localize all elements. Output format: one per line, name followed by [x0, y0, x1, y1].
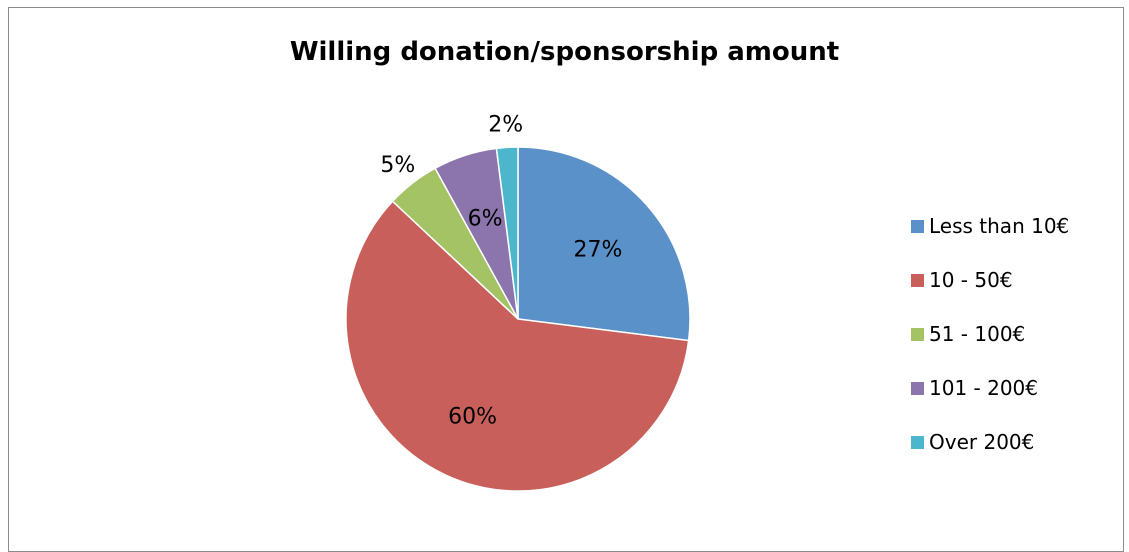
- legend-label: 51 - 100€: [929, 322, 1026, 346]
- legend-item-101-200: 101 - 200€: [911, 361, 1069, 415]
- legend-swatch: [911, 435, 924, 449]
- legend-swatch: [911, 219, 924, 233]
- data-label: 27%: [574, 237, 623, 262]
- chart-title: Willing donation/sponsorship amount: [289, 37, 840, 67]
- data-label: 60%: [448, 404, 497, 429]
- legend-label: 101 - 200€: [929, 376, 1039, 400]
- data-label: 2%: [488, 112, 523, 137]
- pie-slice-over-200-: [495, 146, 519, 320]
- legend-label: Less than 10€: [929, 214, 1070, 238]
- legend-swatch: [911, 381, 924, 395]
- legend-item-51-100: 51 - 100€: [911, 307, 1069, 361]
- legend-swatch: [911, 273, 924, 287]
- pie-slice-less-than-10-: [517, 146, 691, 342]
- pie-slice-10-50-: [345, 200, 690, 492]
- legend-swatch: [911, 327, 924, 341]
- data-label: 5%: [380, 153, 415, 178]
- legend-item-10-50: 10 - 50€: [911, 253, 1069, 307]
- data-label: 6%: [468, 207, 503, 232]
- legend-label: 10 - 50€: [929, 268, 1013, 292]
- legend: Less than 10€ 10 - 50€ 51 - 100€ 101 - 2…: [911, 199, 1069, 469]
- legend-label: Over 200€: [929, 430, 1035, 454]
- legend-item-over-200: Over 200€: [911, 415, 1069, 469]
- legend-item-less-than-10: Less than 10€: [911, 199, 1069, 253]
